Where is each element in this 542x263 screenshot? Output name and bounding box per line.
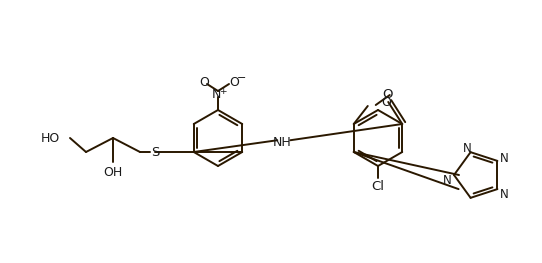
Text: −: − [237,73,247,83]
Text: HO: HO [41,132,60,144]
Text: O: O [382,89,392,102]
Text: O: O [381,95,391,109]
Text: O: O [199,75,209,89]
Text: N: N [443,174,451,186]
Text: N: N [463,142,472,155]
Text: S: S [151,145,159,159]
Text: N: N [500,188,509,201]
Text: OH: OH [104,165,122,179]
Text: +: + [220,87,227,95]
Text: NH: NH [273,136,292,149]
Text: O: O [229,75,239,89]
Text: N: N [211,88,221,100]
Text: N: N [500,152,509,165]
Text: Cl: Cl [371,180,384,193]
